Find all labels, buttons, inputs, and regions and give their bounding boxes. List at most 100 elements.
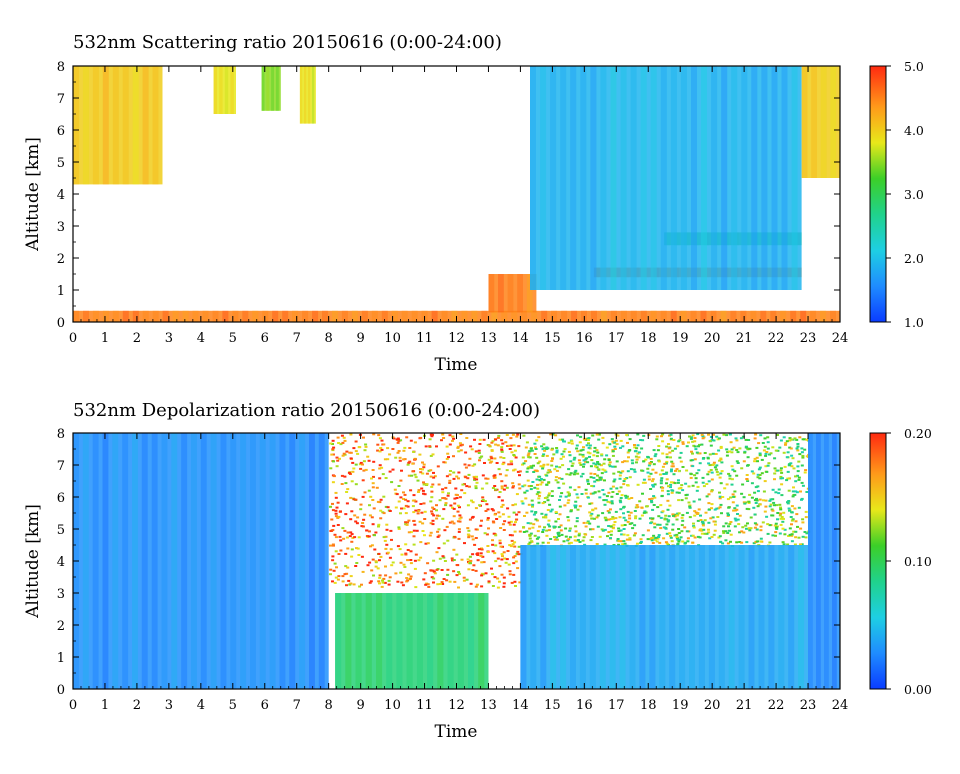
heatmap-cell (758, 454, 762, 457)
heatmap-cell (567, 492, 571, 495)
heatmap-cell (638, 517, 642, 520)
heatmap-cell (625, 477, 629, 480)
heatmap-cell (371, 469, 375, 471)
heatmap-cell (600, 310, 607, 322)
heatmap-cell (474, 485, 478, 488)
heatmap-cell (536, 483, 539, 486)
heatmap-cell (694, 477, 698, 480)
heatmap-cell (587, 439, 590, 441)
heatmap-cell (727, 506, 731, 509)
heatmap-cell (778, 503, 782, 506)
heatmap-cell (634, 455, 638, 458)
heatmap-cell (376, 567, 380, 570)
heatmap-cell (509, 444, 513, 447)
heatmap-cell (402, 507, 406, 510)
heatmap-cell (768, 524, 772, 527)
heatmap-cell (411, 310, 418, 322)
heatmap-cell (367, 535, 371, 538)
heatmap-cell (385, 543, 389, 546)
heatmap-cell (384, 547, 388, 550)
heatmap-cell (511, 433, 515, 436)
heatmap-cell (517, 274, 523, 313)
heatmap-cell (634, 515, 638, 518)
heatmap-cell (539, 478, 543, 480)
heatmap-cell (552, 453, 556, 456)
panel2-ylabel: Altitude [km] (23, 504, 43, 619)
x-tick-label: 13 (480, 698, 497, 713)
heatmap-cell (548, 503, 552, 506)
heatmap-cell (690, 450, 693, 453)
heatmap-cell (464, 476, 468, 479)
heatmap-cell (570, 545, 576, 689)
heatmap-cell (830, 66, 837, 178)
heatmap-cell (535, 469, 539, 472)
heatmap-cell (498, 274, 504, 313)
heatmap-cell (532, 523, 536, 526)
heatmap-cell (526, 522, 530, 525)
heatmap-cell (521, 310, 528, 322)
heatmap-cell (505, 558, 509, 561)
heatmap-cell (330, 453, 334, 456)
heatmap-cell (754, 502, 758, 504)
heatmap-cell (625, 538, 629, 541)
heatmap-cell (670, 460, 674, 463)
heatmap-cell (399, 571, 403, 574)
heatmap-cell (383, 458, 387, 461)
heatmap-cell (676, 445, 680, 448)
heatmap-cell (670, 540, 674, 543)
heatmap-cell (715, 464, 719, 467)
heatmap-cell (614, 439, 618, 442)
heatmap-cell (756, 460, 759, 463)
heatmap-cell (597, 433, 601, 436)
heatmap-cell (673, 482, 677, 485)
heatmap-cell (453, 580, 457, 583)
heatmap-cell (452, 471, 456, 474)
heatmap-cell (480, 487, 484, 490)
x-tick-label: 6 (261, 331, 269, 346)
heatmap-cell (622, 480, 626, 483)
heatmap-cell (765, 451, 769, 453)
heatmap-cell (425, 582, 429, 585)
heatmap-cell (541, 465, 545, 468)
heatmap-cell (468, 593, 475, 689)
heatmap-cell (303, 66, 307, 124)
y-tick-label: 3 (57, 220, 65, 235)
heatmap-cell (361, 310, 368, 322)
heatmap-cell (554, 511, 558, 514)
heatmap-cell (730, 310, 737, 322)
heatmap-cell (567, 519, 571, 522)
heatmap-cell (384, 535, 388, 538)
heatmap-cell (681, 442, 685, 445)
heatmap-cell (575, 493, 579, 496)
heatmap-cell (335, 566, 338, 569)
heatmap-cell (479, 524, 483, 527)
heatmap-cell (531, 310, 538, 322)
heatmap-cell (441, 433, 445, 436)
heatmap-cell (735, 439, 739, 442)
heatmap-cell (555, 451, 559, 454)
heatmap-cell (509, 460, 513, 463)
heatmap-cell (705, 483, 709, 485)
heatmap-cell (662, 473, 666, 475)
heatmap-cell (488, 274, 495, 313)
heatmap-cell (611, 449, 615, 452)
heatmap-cell (655, 438, 659, 441)
heatmap-cell (801, 518, 805, 521)
heatmap-cell (705, 532, 709, 535)
heatmap-cell (342, 537, 346, 540)
heatmap-cell (219, 66, 223, 114)
heatmap-cell (437, 483, 441, 486)
heatmap-cell (384, 565, 387, 568)
heatmap-cell (589, 465, 593, 468)
heatmap-cell (413, 559, 417, 562)
heatmap-cell (693, 437, 697, 439)
heatmap-cell (753, 499, 757, 502)
heatmap-cell (691, 484, 695, 487)
heatmap-cell (659, 479, 663, 482)
heatmap-cell (697, 469, 701, 472)
heatmap-cell (657, 460, 661, 463)
heatmap-cell (673, 534, 677, 537)
y-tick-label: 4 (57, 188, 65, 203)
heatmap-cell (454, 487, 458, 490)
heatmap-cell (726, 451, 730, 454)
